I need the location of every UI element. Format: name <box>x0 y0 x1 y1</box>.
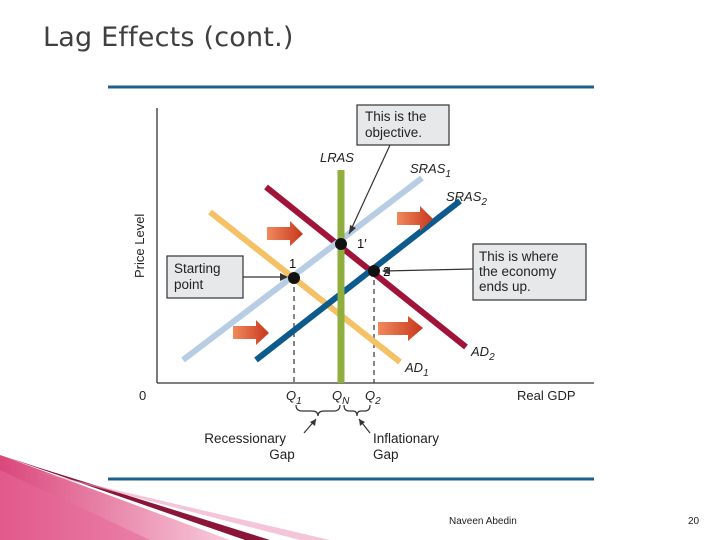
sras2-label: SRAS2 <box>446 189 487 208</box>
point-1 <box>288 272 300 284</box>
shift-arrow-icon <box>267 221 303 246</box>
svg-text:This is the objective.: This is the objective. <box>365 109 430 140</box>
arrowhead-icon <box>280 273 288 281</box>
page-number: 20 <box>688 516 700 527</box>
recessionary-gap-brace <box>295 404 341 417</box>
point-1-prime <box>335 238 347 250</box>
sras1-label: SRAS1 <box>410 161 451 180</box>
arrowhead-icon <box>310 419 316 426</box>
point-2 <box>368 265 380 277</box>
slide-title: Lag Effects (cont.) <box>43 22 294 53</box>
ad1-label: AD1 <box>404 360 429 379</box>
point-1-prime-label: 1′ <box>357 236 367 251</box>
corner-decoration <box>0 455 330 540</box>
shift-arrow-icon <box>378 316 423 341</box>
arrowhead-icon <box>359 419 365 426</box>
sras2-curve <box>254 198 462 363</box>
q2-tick-label: Q2 <box>365 388 381 407</box>
ad1-curve <box>208 209 402 365</box>
svg-text:Starting point: Starting point <box>174 261 224 292</box>
x-axis-label: Real GDP <box>517 388 576 403</box>
footer-author: Naveen Abedin <box>449 516 517 527</box>
inflationary-gap-label: Inflationary Gap <box>373 431 443 462</box>
shift-arrows <box>233 206 433 345</box>
ad2-curve <box>264 184 468 350</box>
ends-up-callout: This is where the economy ends up. <box>382 243 587 301</box>
qn-tick-label: QN <box>332 388 350 407</box>
ad2-label: AD2 <box>470 344 495 363</box>
y-axis-label: Price Level <box>132 214 147 278</box>
arrowhead-icon <box>382 267 390 275</box>
sras1-curve <box>181 175 424 363</box>
shift-arrow-icon <box>397 206 433 231</box>
recessionary-gap-label: Recessionary Gap <box>204 431 295 462</box>
svg-text:This is where the econom: This is where the economy ends up. <box>479 249 562 294</box>
point-1-label: 1 <box>289 256 296 271</box>
objective-callout: This is the objective. <box>348 104 450 235</box>
starting-point-callout: Starting point <box>166 255 288 299</box>
origin-label: 0 <box>139 388 146 403</box>
arrowhead-icon <box>349 225 356 234</box>
shift-arrow-icon <box>233 320 269 345</box>
lras-label: LRAS <box>320 150 354 165</box>
q1-tick-label: Q1 <box>286 388 302 407</box>
inflationary-gap-brace <box>343 404 371 417</box>
